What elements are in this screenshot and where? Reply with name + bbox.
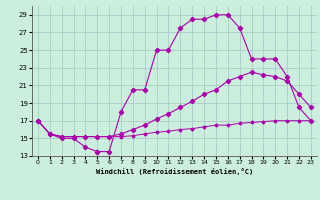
X-axis label: Windchill (Refroidissement éolien,°C): Windchill (Refroidissement éolien,°C) — [96, 168, 253, 175]
